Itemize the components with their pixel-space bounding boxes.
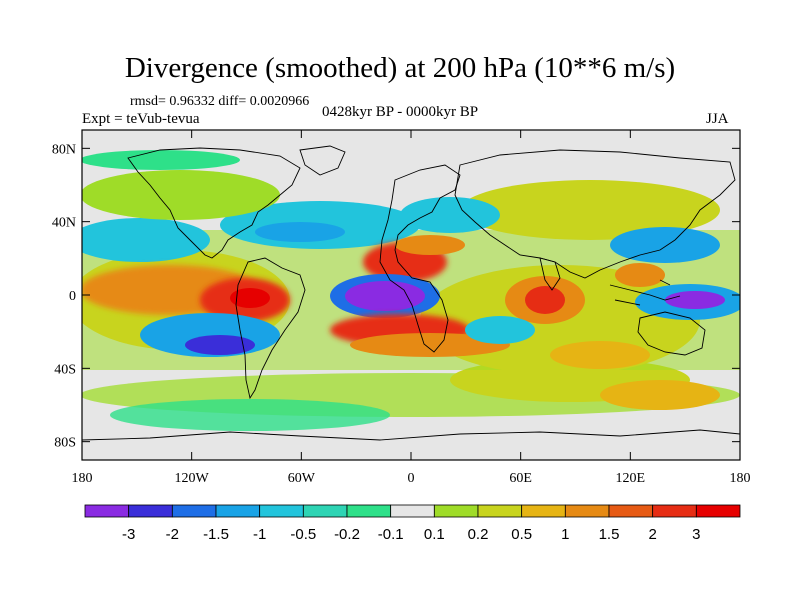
field-sio-orange xyxy=(550,341,650,369)
x-tick-label: 0 xyxy=(408,471,415,486)
field-sa-red-core xyxy=(230,288,270,308)
x-tick-label: 60E xyxy=(509,471,532,486)
colorbar-box xyxy=(302,504,348,518)
y-tick-label: 80S xyxy=(54,436,76,451)
x-tick-label: 180 xyxy=(72,471,93,486)
x-tick-label: 120W xyxy=(175,471,210,486)
field-natl-blue xyxy=(255,222,345,242)
field-io-cyan xyxy=(465,316,535,344)
field-wpac-purple xyxy=(665,291,725,309)
coast-south-america xyxy=(235,257,306,400)
colorbar-box xyxy=(608,504,654,518)
field-npac-green xyxy=(82,170,280,220)
colorbar-box xyxy=(652,504,697,518)
coast-australia xyxy=(637,311,706,356)
period-label: 0428kyr BP - 0000kyr BP xyxy=(322,104,479,120)
field-north-polar xyxy=(82,130,740,148)
field-asia-yellow xyxy=(460,180,720,240)
colorbar-label: 1 xyxy=(561,526,569,543)
field-atl-orange-north xyxy=(395,235,465,255)
colorbar-box xyxy=(128,504,173,518)
field-so-orange xyxy=(600,380,720,410)
coast-europe-africa xyxy=(379,164,461,353)
map-title: Divergence (smoothed) at 200 hPa (10**6 … xyxy=(124,52,676,84)
colorbar-box xyxy=(521,504,566,518)
field-south-polar xyxy=(82,440,740,460)
colorbar xyxy=(84,504,741,518)
colorbar-box xyxy=(695,504,741,518)
axis-ticks xyxy=(81,130,741,460)
field-spac-blue xyxy=(185,335,255,355)
season-label: JJA xyxy=(706,111,729,127)
field-io-red xyxy=(525,286,565,314)
colorbar-box xyxy=(171,504,217,518)
coast-maritime xyxy=(609,279,681,306)
colorbar-label: 0.1 xyxy=(424,526,445,543)
colorbar-box xyxy=(346,504,392,518)
colorbar-box xyxy=(564,504,610,518)
colorbar-box xyxy=(477,504,523,518)
colorbar-box xyxy=(84,504,130,518)
colorbar-labels: -3 -2 -1.5 -1 -0.5 -0.2 -0.1 0.1 0.2 0.5 1 1.5 2 3 xyxy=(122,526,701,543)
colorbar-label: 0.2 xyxy=(468,526,489,543)
colorbar-box xyxy=(390,504,435,518)
coast-india xyxy=(539,257,561,291)
colorbar-box xyxy=(433,504,479,518)
colorbar-box xyxy=(215,504,261,518)
y-tick-label: 40S xyxy=(54,362,76,377)
colorbar-label: -0.5 xyxy=(290,526,316,543)
colorbar-label: -3 xyxy=(122,526,135,543)
field-asia-cyan xyxy=(400,197,500,233)
coast-greenland xyxy=(299,145,346,176)
field-arctic-cyan xyxy=(82,150,240,170)
colorbar-label: 0.5 xyxy=(511,526,532,543)
y-tick-label: 80N xyxy=(52,142,76,157)
colorbar-label: 3 xyxy=(692,526,700,543)
colorbar-label: -1 xyxy=(253,526,266,543)
experiment-label: Expt = teVub-tevua xyxy=(82,111,200,127)
x-tick-label: 180 xyxy=(730,471,751,486)
colorbar-label: -0.1 xyxy=(378,526,404,543)
axis-tick-labels: 180 120W 60W 0 60E 120E 180 80N 40N 0 40S 80S xyxy=(52,142,751,486)
field-atl-purple-core xyxy=(345,281,425,311)
colorbar-label: 1.5 xyxy=(599,526,620,543)
coast-north-america xyxy=(127,147,301,259)
coast-asia xyxy=(454,149,736,279)
colorbar-label: -1.5 xyxy=(203,526,229,543)
x-tick-label: 60W xyxy=(288,471,316,486)
field-so-cyan-band xyxy=(110,399,390,431)
colorbar-label: -2 xyxy=(166,526,179,543)
y-tick-label: 40N xyxy=(52,216,76,231)
colorbar-label: -0.2 xyxy=(334,526,360,543)
coastlines xyxy=(82,145,740,441)
field-asia-blue xyxy=(610,227,720,263)
divergence-field xyxy=(82,130,740,460)
field-atl-orange-south xyxy=(350,333,510,357)
field-wpac-orange xyxy=(615,263,665,287)
x-tick-label: 120E xyxy=(616,471,646,486)
coast-antarctica xyxy=(82,429,740,441)
y-tick-label: 0 xyxy=(69,289,76,304)
stats-label: rmsd= 0.96332 diff= 0.0020966 xyxy=(130,94,310,109)
field-npac-cyan xyxy=(82,218,210,262)
colorbar-label: 2 xyxy=(648,526,656,543)
colorbar-box xyxy=(259,504,304,518)
